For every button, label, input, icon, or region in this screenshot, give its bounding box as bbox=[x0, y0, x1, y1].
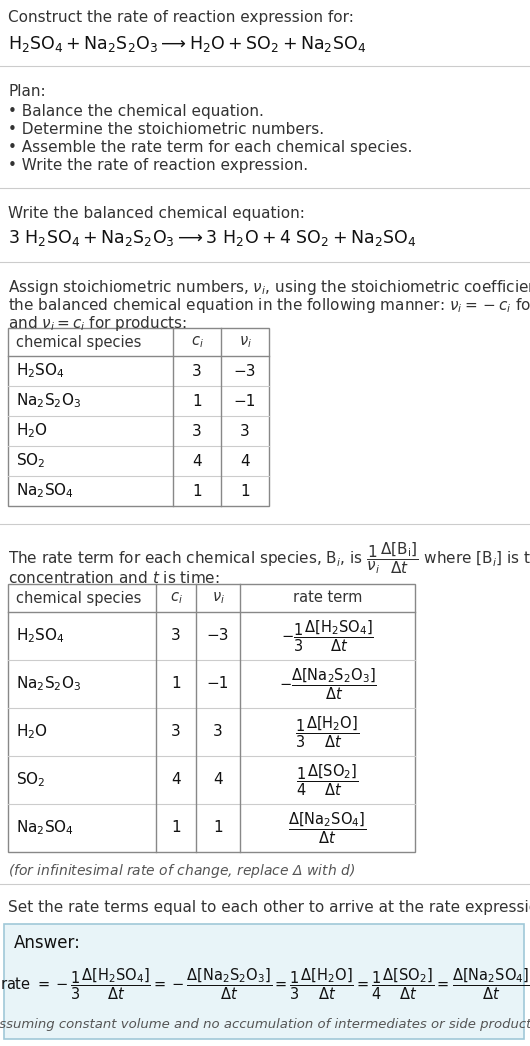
Text: 1: 1 bbox=[240, 483, 250, 499]
Text: $\dfrac{\Delta[\mathrm{Na_2SO_4}]}{\Delta t}$: $\dfrac{\Delta[\mathrm{Na_2SO_4}]}{\Delt… bbox=[288, 811, 367, 846]
Text: 1: 1 bbox=[192, 393, 202, 409]
Text: • Assemble the rate term for each chemical species.: • Assemble the rate term for each chemic… bbox=[8, 140, 412, 155]
Text: $\dfrac{1}{3}\dfrac{\Delta[\mathrm{H_2O}]}{\Delta t}$: $\dfrac{1}{3}\dfrac{\Delta[\mathrm{H_2O}… bbox=[295, 714, 359, 750]
Text: Set the rate terms equal to each other to arrive at the rate expression:: Set the rate terms equal to each other t… bbox=[8, 900, 530, 915]
Text: $-\dfrac{1}{3}\dfrac{\Delta[\mathrm{H_2SO_4}]}{\Delta t}$: $-\dfrac{1}{3}\dfrac{\Delta[\mathrm{H_2S… bbox=[281, 618, 374, 654]
Text: 3: 3 bbox=[192, 424, 202, 438]
Text: $\nu_i$: $\nu_i$ bbox=[238, 334, 251, 349]
Text: 1: 1 bbox=[213, 820, 223, 836]
Text: $c_i$: $c_i$ bbox=[191, 334, 204, 349]
Text: $\nu_i$: $\nu_i$ bbox=[211, 590, 225, 606]
Text: • Balance the chemical equation.: • Balance the chemical equation. bbox=[8, 104, 264, 119]
Text: $-\dfrac{\Delta[\mathrm{Na_2S_2O_3}]}{\Delta t}$: $-\dfrac{\Delta[\mathrm{Na_2S_2O_3}]}{\D… bbox=[279, 666, 376, 702]
Text: $\mathrm{H_2SO_4}$: $\mathrm{H_2SO_4}$ bbox=[16, 627, 65, 645]
Text: rate term: rate term bbox=[293, 591, 362, 606]
Text: 1: 1 bbox=[171, 677, 181, 691]
Text: 1: 1 bbox=[171, 820, 181, 836]
Bar bbox=[8, 328, 269, 506]
Text: −1: −1 bbox=[207, 677, 229, 691]
Text: • Write the rate of reaction expression.: • Write the rate of reaction expression. bbox=[8, 158, 308, 173]
Text: $\mathrm{H_2SO_4 + Na_2S_2O_3 \longrightarrow H_2O + SO_2 + Na_2SO_4}$: $\mathrm{H_2SO_4 + Na_2S_2O_3 \longright… bbox=[8, 35, 366, 54]
Text: 3: 3 bbox=[171, 629, 181, 643]
Text: −1: −1 bbox=[234, 393, 256, 409]
Text: (assuming constant volume and no accumulation of intermediates or side products): (assuming constant volume and no accumul… bbox=[0, 1018, 530, 1031]
Text: the balanced chemical equation in the following manner: $\nu_i = -c_i$ for react: the balanced chemical equation in the fo… bbox=[8, 296, 530, 315]
Text: 3: 3 bbox=[192, 364, 202, 379]
Text: Assign stoichiometric numbers, $\nu_i$, using the stoichiometric coefficients, $: Assign stoichiometric numbers, $\nu_i$, … bbox=[8, 278, 530, 297]
Text: −3: −3 bbox=[207, 629, 229, 643]
Text: chemical species: chemical species bbox=[16, 591, 142, 606]
Text: 3: 3 bbox=[240, 424, 250, 438]
Text: 3: 3 bbox=[213, 725, 223, 740]
Text: Construct the rate of reaction expression for:: Construct the rate of reaction expressio… bbox=[8, 10, 354, 25]
Text: Answer:: Answer: bbox=[14, 934, 81, 952]
Text: (for infinitesimal rate of change, replace Δ with $d$): (for infinitesimal rate of change, repla… bbox=[8, 862, 355, 880]
Text: 1: 1 bbox=[192, 483, 202, 499]
Text: The rate term for each chemical species, B$_i$, is $\dfrac{1}{\nu_i}\dfrac{\Delt: The rate term for each chemical species,… bbox=[8, 540, 530, 575]
Text: 4: 4 bbox=[213, 773, 223, 788]
Text: $\mathrm{H_2O}$: $\mathrm{H_2O}$ bbox=[16, 422, 48, 440]
Text: $\mathrm{Na_2SO_4}$: $\mathrm{Na_2SO_4}$ bbox=[16, 819, 74, 838]
Bar bbox=[8, 584, 415, 852]
Text: $\mathrm{SO_2}$: $\mathrm{SO_2}$ bbox=[16, 771, 46, 790]
Text: $\mathrm{H_2O}$: $\mathrm{H_2O}$ bbox=[16, 723, 48, 742]
Text: 4: 4 bbox=[240, 454, 250, 469]
Text: $\mathrm{Na_2S_2O_3}$: $\mathrm{Na_2S_2O_3}$ bbox=[16, 675, 81, 693]
Text: chemical species: chemical species bbox=[16, 335, 142, 349]
Text: 4: 4 bbox=[171, 773, 181, 788]
Text: $\dfrac{1}{4}\dfrac{\Delta[\mathrm{SO_2}]}{\Delta t}$: $\dfrac{1}{4}\dfrac{\Delta[\mathrm{SO_2}… bbox=[296, 763, 359, 798]
Text: concentration and $t$ is time:: concentration and $t$ is time: bbox=[8, 570, 220, 586]
Text: $\mathrm{SO_2}$: $\mathrm{SO_2}$ bbox=[16, 452, 46, 471]
Text: $\mathrm{Na_2SO_4}$: $\mathrm{Na_2SO_4}$ bbox=[16, 481, 74, 500]
Text: $\mathrm{H_2SO_4}$: $\mathrm{H_2SO_4}$ bbox=[16, 362, 65, 381]
Text: and $\nu_i = c_i$ for products:: and $\nu_i = c_i$ for products: bbox=[8, 314, 187, 333]
Text: $\mathrm{Na_2S_2O_3}$: $\mathrm{Na_2S_2O_3}$ bbox=[16, 391, 81, 410]
Text: rate $= -\dfrac{1}{3}\dfrac{\Delta[\mathrm{H_2SO_4}]}{\Delta t} = -\dfrac{\Delta: rate $= -\dfrac{1}{3}\dfrac{\Delta[\math… bbox=[0, 967, 530, 1002]
Text: Plan:: Plan: bbox=[8, 84, 46, 99]
Text: • Determine the stoichiometric numbers.: • Determine the stoichiometric numbers. bbox=[8, 122, 324, 137]
Text: −3: −3 bbox=[234, 364, 256, 379]
Text: $c_i$: $c_i$ bbox=[170, 590, 182, 606]
Text: 3: 3 bbox=[171, 725, 181, 740]
Text: 4: 4 bbox=[192, 454, 202, 469]
Text: $\mathrm{3\ H_2SO_4 + Na_2S_2O_3 \longrightarrow 3\ H_2O + 4\ SO_2 + Na_2SO_4}$: $\mathrm{3\ H_2SO_4 + Na_2S_2O_3 \longri… bbox=[8, 228, 416, 248]
Text: Write the balanced chemical equation:: Write the balanced chemical equation: bbox=[8, 206, 305, 221]
FancyBboxPatch shape bbox=[4, 924, 524, 1039]
